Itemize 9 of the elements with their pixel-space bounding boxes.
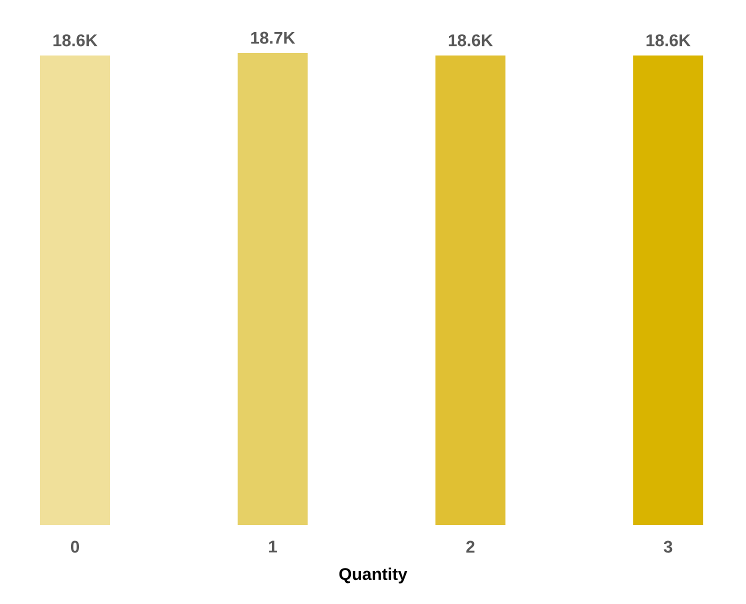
x-axis-title: Quantity <box>339 568 408 584</box>
x-tick-label: 3 <box>664 540 672 553</box>
x-tick-label: 2 <box>466 540 474 553</box>
data-label: 18.6K <box>53 34 98 46</box>
data-label: 18.6K <box>448 34 493 46</box>
data-label: 18.7K <box>251 32 296 44</box>
x-tick-label: 1 <box>269 540 277 552</box>
data-label: 18.6K <box>646 34 691 46</box>
x-tick-label: 0 <box>70 540 80 553</box>
